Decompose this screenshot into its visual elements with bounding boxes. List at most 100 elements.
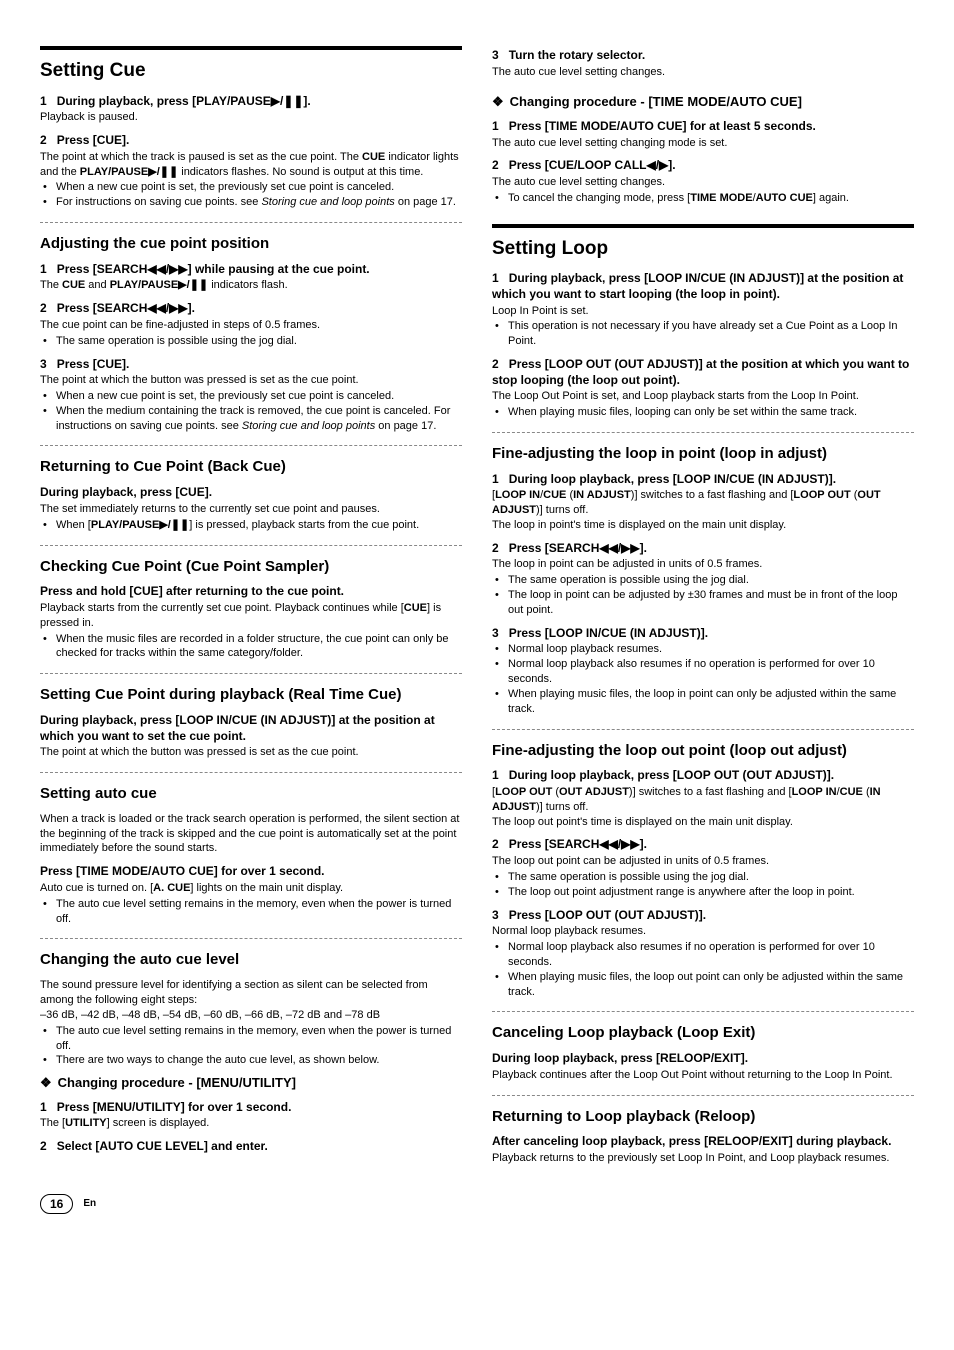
step-body: Playback returns to the previously set L… — [492, 1151, 914, 1166]
step-title: During loop playback, press [RELOOP/EXIT… — [492, 1051, 748, 1065]
dashed-separator — [492, 1011, 914, 1012]
diamond-icon: ❖ — [492, 94, 504, 109]
step-title: Select [AUTO CUE LEVEL] and enter. — [57, 1139, 268, 1153]
heading-realtime-cue: Setting Cue Point during playback (Real … — [40, 686, 462, 705]
step-title: Press [SEARCH◀◀/▶▶]. — [509, 837, 647, 851]
left-column: Setting Cue 1During playback, press [PLA… — [40, 40, 462, 1166]
step-title: During playback, press [PLAY/PAUSE▶/❚❚]. — [57, 94, 311, 108]
step-title: Turn the rotary selector. — [509, 48, 645, 62]
list-item: The same operation is possible using the… — [492, 573, 914, 588]
heading-fine-loop-out: Fine-adjusting the loop out point (loop … — [492, 742, 914, 761]
list-item: Normal loop playback also resumes if no … — [492, 657, 914, 687]
dashed-separator — [492, 729, 914, 730]
step-heading: During playback, press [CUE]. — [40, 485, 462, 501]
step-title: Press [CUE]. — [57, 357, 130, 371]
two-column-layout: Setting Cue 1During playback, press [PLA… — [40, 40, 914, 1166]
step-body: The auto cue level setting changes. — [492, 175, 914, 190]
step-heading: 1During loop playback, press [LOOP IN/CU… — [492, 472, 914, 488]
step-heading: After canceling loop playback, press [RE… — [492, 1134, 914, 1150]
step-heading: 3Press [CUE]. — [40, 357, 462, 373]
step-heading: 3Turn the rotary selector. — [492, 48, 914, 64]
heading-back-cue: Returning to Cue Point (Back Cue) — [40, 458, 462, 477]
step-body: [LOOP IN/CUE (IN ADJUST)] switches to a … — [492, 488, 914, 518]
step-body: [LOOP OUT (OUT ADJUST)] switches to a fa… — [492, 785, 914, 815]
section-rule — [492, 224, 914, 228]
step-heading: 1During loop playback, press [LOOP OUT (… — [492, 768, 914, 784]
step-heading: 2Press [CUE]. — [40, 133, 462, 149]
step-body: The Loop Out Point is set, and Loop play… — [492, 389, 914, 404]
bullet-list: When a new cue point is set, the previou… — [40, 180, 462, 210]
list-item: When the medium containing the track is … — [40, 404, 462, 434]
step-heading: 1During playback, press [LOOP IN/CUE (IN… — [492, 271, 914, 302]
list-item: This operation is not necessary if you h… — [492, 319, 914, 349]
dashed-separator — [40, 772, 462, 773]
dashed-separator — [40, 673, 462, 674]
step-body: Playback starts from the currently set c… — [40, 601, 462, 631]
list-item: When playing music files, the loop in po… — [492, 687, 914, 717]
list-item: When the music files are recorded in a f… — [40, 632, 462, 662]
list-item: When playing music files, the loop out p… — [492, 970, 914, 1000]
dashed-separator — [40, 222, 462, 223]
step-body: Playback is paused. — [40, 110, 462, 125]
dashed-separator — [492, 1095, 914, 1096]
bullet-list: This operation is not necessary if you h… — [492, 319, 914, 349]
page-number: 16 — [40, 1194, 73, 1214]
step-body: The loop out point can be adjusted in un… — [492, 854, 914, 869]
bullet-list: To cancel the changing mode, press [TIME… — [492, 191, 914, 206]
heading-setting-loop: Setting Loop — [492, 236, 914, 262]
step-body: The loop in point's time is displayed on… — [492, 518, 914, 533]
step-body: Auto cue is turned on. [A. CUE] lights o… — [40, 881, 462, 896]
step-body: The point at which the button was presse… — [40, 745, 462, 760]
step-body: Playback continues after the Loop Out Po… — [492, 1068, 914, 1083]
step-body: The point at which the button was presse… — [40, 373, 462, 388]
step-heading: 1Press [TIME MODE/AUTO CUE] for at least… — [492, 119, 914, 135]
list-item: The auto cue level setting remains in th… — [40, 897, 462, 927]
bullet-list: The same operation is possible using the… — [492, 573, 914, 618]
step-title: During loop playback, press [LOOP OUT (O… — [509, 768, 834, 782]
list-item: Normal loop playback resumes. — [492, 642, 914, 657]
step-heading: During loop playback, press [RELOOP/EXIT… — [492, 1051, 914, 1067]
heading-setting-cue: Setting Cue — [40, 58, 462, 84]
bullet-list: When [PLAY/PAUSE▶/❚❚] is pressed, playba… — [40, 518, 462, 533]
step-title: Press [LOOP OUT (OUT ADJUST)]. — [509, 908, 706, 922]
step-title: Press [CUE/LOOP CALL◀/▶]. — [509, 158, 676, 172]
step-heading: 2Press [SEARCH◀◀/▶▶]. — [492, 541, 914, 557]
intro-text: When a track is loaded or the track sear… — [40, 812, 462, 857]
diamond-icon: ❖ — [40, 1075, 52, 1090]
dashed-separator — [40, 545, 462, 546]
bullet-list: The same operation is possible using the… — [492, 870, 914, 900]
step-title: Press and hold [CUE] after returning to … — [40, 584, 344, 598]
list-item: When playing music files, looping can on… — [492, 405, 914, 420]
heading-cancel-loop: Canceling Loop playback (Loop Exit) — [492, 1024, 914, 1043]
list-item: The auto cue level setting remains in th… — [40, 1024, 462, 1054]
intro-text: The sound pressure level for identifying… — [40, 978, 462, 1008]
step-heading: 2Press [SEARCH◀◀/▶▶]. — [40, 301, 462, 317]
list-item: When a new cue point is set, the previou… — [40, 389, 462, 404]
step-title: Press [LOOP IN/CUE (IN ADJUST)]. — [509, 626, 708, 640]
step-heading: During playback, press [LOOP IN/CUE (IN … — [40, 713, 462, 744]
procedure-label: Changing procedure - [TIME MODE/AUTO CUE… — [510, 94, 802, 109]
heading-reloop: Returning to Loop playback (Reloop) — [492, 1108, 914, 1127]
step-body: The CUE and PLAY/PAUSE▶/❚❚ indicators fl… — [40, 278, 462, 293]
list-item: The loop in point can be adjusted by ±30… — [492, 588, 914, 618]
bullet-list: When a new cue point is set, the previou… — [40, 389, 462, 434]
right-column: 3Turn the rotary selector. The auto cue … — [492, 40, 914, 1166]
page-footer: 16 En — [40, 1194, 914, 1214]
bullet-list: Normal loop playback resumes. Normal loo… — [492, 642, 914, 716]
step-body: The point at which the track is paused i… — [40, 150, 462, 180]
list-item: The same operation is possible using the… — [492, 870, 914, 885]
step-title: Press [LOOP OUT (OUT ADJUST)] at the pos… — [492, 357, 909, 387]
step-title: Press [CUE]. — [57, 133, 130, 147]
step-title: During playback, press [LOOP IN/CUE (IN … — [492, 271, 903, 301]
step-heading: 2Press [LOOP OUT (OUT ADJUST)] at the po… — [492, 357, 914, 388]
step-heading: 2Select [AUTO CUE LEVEL] and enter. — [40, 1139, 462, 1155]
db-levels: –36 dB, –42 dB, –48 dB, –54 dB, –60 dB, … — [40, 1008, 462, 1023]
step-heading: 3Press [LOOP OUT (OUT ADJUST)]. — [492, 908, 914, 924]
heading-change-auto-cue: Changing the auto cue level — [40, 951, 462, 970]
bullet-list: The auto cue level setting remains in th… — [40, 1024, 462, 1069]
step-heading: Press and hold [CUE] after returning to … — [40, 584, 462, 600]
step-title: After canceling loop playback, press [RE… — [492, 1134, 891, 1148]
procedure-heading: ❖ Changing procedure - [TIME MODE/AUTO CU… — [492, 93, 914, 111]
step-body: The loop out point's time is displayed o… — [492, 815, 914, 830]
list-item: The loop out point adjustment range is a… — [492, 885, 914, 900]
